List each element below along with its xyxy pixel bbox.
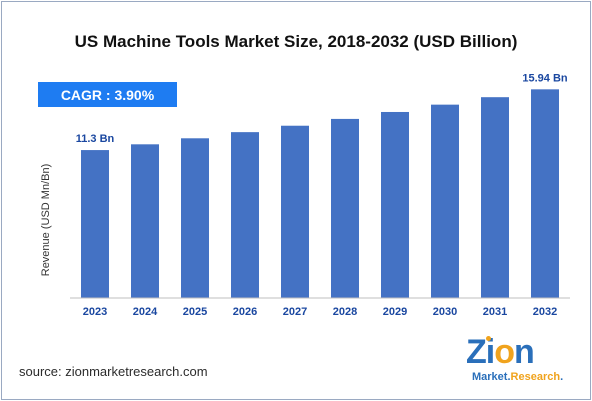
logo-word-end: n <box>514 333 535 371</box>
x-tick-label: 2030 <box>433 306 457 318</box>
bar <box>331 118 359 298</box>
x-tick-label: 2031 <box>483 306 507 318</box>
source-text: source: zionmarketresearch.com <box>19 364 208 379</box>
cagr-badge: CAGR : 3.90% <box>38 82 177 107</box>
x-tick-label: 2027 <box>283 306 307 318</box>
x-tick-label: 2024 <box>133 306 158 318</box>
logo-subtitle: Market.Research. <box>472 371 563 383</box>
data-label: 15.94 Bn <box>522 72 568 84</box>
x-tick-label: 2032 <box>533 306 557 318</box>
data-label: 11.3 Bn <box>76 133 115 145</box>
logo-dot <box>486 336 491 341</box>
x-tick-label: 2025 <box>183 306 207 318</box>
x-tick-label: 2029 <box>383 306 407 318</box>
x-tick-label: 2028 <box>333 306 357 318</box>
bar <box>281 125 309 298</box>
logo-word-o: o <box>494 333 515 371</box>
bar <box>431 104 459 298</box>
zion-logo: Zion Market.Research. <box>450 334 578 396</box>
logo-sub-end: . <box>560 371 564 383</box>
x-tick-label: 2023 <box>83 306 107 318</box>
bar <box>481 97 509 298</box>
x-tick-label: 2026 <box>233 306 257 318</box>
bar <box>131 144 159 298</box>
bar <box>231 132 259 298</box>
bar <box>181 138 209 298</box>
chart-title: US Machine Tools Market Size, 2018-2032 … <box>74 32 518 51</box>
logo-sub-start: Market. <box>472 371 511 383</box>
logo-wordmark: Zion <box>466 333 535 371</box>
bar <box>531 89 559 299</box>
bar <box>381 111 409 298</box>
bar <box>81 150 109 298</box>
logo-sub-accent: Research <box>510 371 561 383</box>
